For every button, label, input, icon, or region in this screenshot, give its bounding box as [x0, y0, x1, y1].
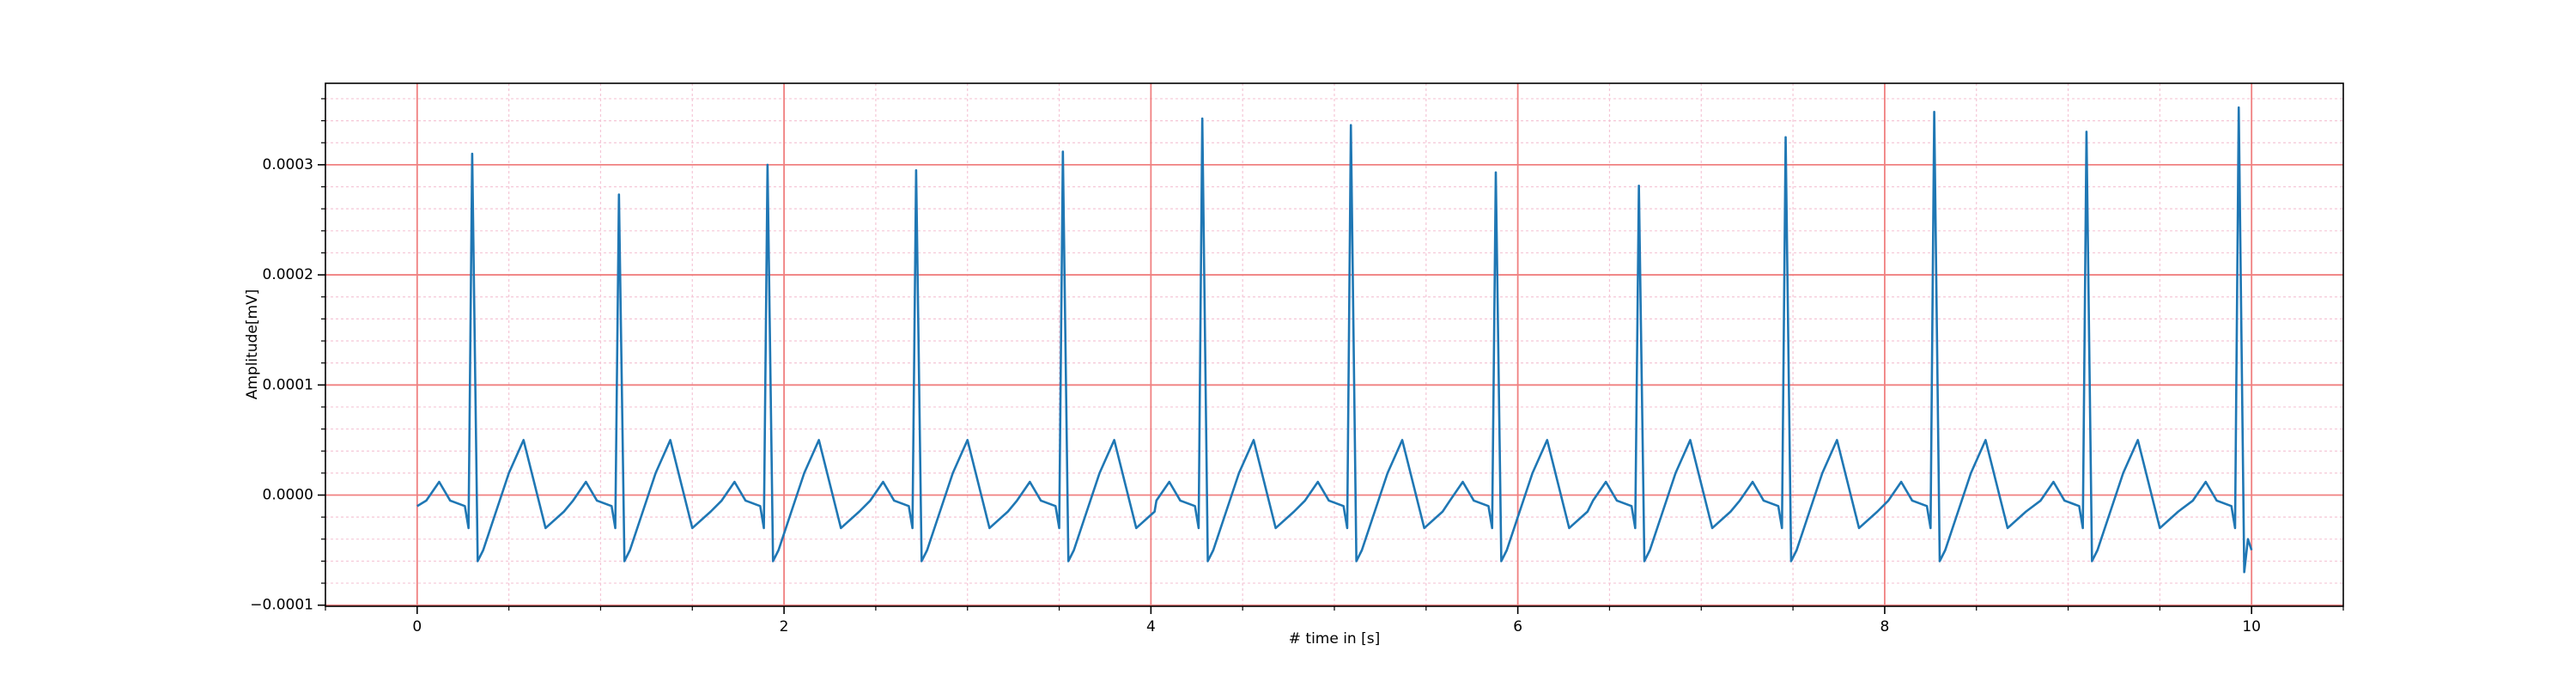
x-tick-label: 2: [780, 618, 789, 635]
x-tick-label: 6: [1513, 618, 1522, 635]
x-tick-label: 8: [1880, 618, 1889, 635]
y-tick-label: 0.0000: [263, 487, 313, 504]
y-tick-label: −0.0001: [250, 597, 313, 614]
y-tick-label: 0.0003: [263, 156, 313, 173]
x-tick-label: 10: [2242, 618, 2261, 635]
x-tick-label: 0: [412, 618, 422, 635]
y-axis-label: Amplitude[mV]: [244, 289, 261, 400]
x-axis-label: # time in [s]: [1289, 630, 1380, 647]
y-tick-label: 0.0001: [263, 376, 313, 393]
plot-frame: [325, 82, 2344, 607]
x-tick-label: 4: [1146, 618, 1156, 635]
ecg-line: [416, 106, 2253, 574]
y-tick-label: 0.0002: [263, 266, 313, 283]
